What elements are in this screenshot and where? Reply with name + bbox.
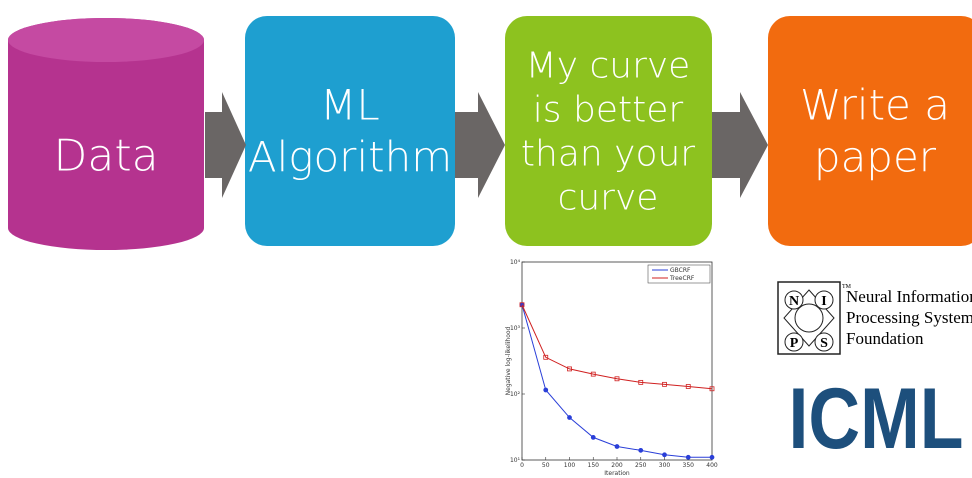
x-tick-label: 150 — [588, 462, 600, 469]
plot-frame — [521, 261, 713, 461]
nips-letter: S — [820, 336, 828, 351]
nips-letter: P — [790, 336, 799, 351]
x-tick-label: 200 — [611, 462, 623, 469]
x-tick-label: 350 — [683, 462, 695, 469]
x-axis-label: Iteration — [604, 470, 630, 477]
point — [543, 387, 549, 393]
cylinder-top — [8, 18, 204, 62]
point — [614, 376, 620, 382]
x-tick-label: 400 — [706, 462, 718, 469]
y-tick-label: 10⁴ — [510, 259, 521, 266]
y-tick-label: 10³ — [510, 325, 521, 332]
x-tick-label: 250 — [635, 462, 647, 469]
nips-letter: N — [789, 294, 799, 309]
step-label: than your — [521, 134, 695, 175]
nips-text: Processing Systems — [846, 308, 972, 327]
y-axis-label: Negative log-likelihood — [505, 326, 512, 395]
y-tick-label: 10² — [510, 391, 521, 398]
nips-letter: I — [821, 294, 826, 309]
x-tick-label: 100 — [564, 462, 576, 469]
x-tick-label: 50 — [542, 462, 550, 469]
algorithm-box — [245, 16, 455, 246]
x-tick-label: 0 — [520, 462, 524, 469]
nips-letter-ring — [814, 290, 834, 310]
point — [685, 384, 691, 389]
y-tick-label: 10¹ — [510, 457, 521, 464]
nips-circle — [794, 303, 824, 333]
icml-logo: ICML — [789, 371, 964, 467]
point — [709, 386, 715, 392]
point — [662, 381, 667, 387]
paper-box — [768, 16, 972, 246]
legend-label: GBCRF — [670, 267, 691, 274]
curve-box — [505, 16, 712, 246]
step-label: Algorithm — [248, 133, 452, 182]
nips-text: Neural Information — [846, 287, 972, 306]
x-tick-label: 300 — [659, 462, 671, 469]
arrow — [455, 92, 505, 198]
point — [709, 454, 715, 460]
step-label: is better — [533, 90, 684, 131]
point — [638, 379, 644, 385]
series-line — [521, 304, 713, 390]
point — [662, 452, 667, 458]
legend-box — [647, 264, 711, 284]
nips-letter-ring — [814, 332, 834, 352]
step-label: curve — [558, 178, 659, 219]
point — [543, 354, 549, 360]
point — [614, 444, 620, 449]
point — [519, 302, 525, 308]
point — [590, 435, 596, 440]
point — [590, 371, 596, 377]
step-label: paper — [814, 133, 937, 182]
step-label: Data — [53, 130, 158, 181]
nips-text: Foundation — [846, 329, 924, 348]
data-cylinder — [8, 18, 204, 250]
legend-label: TreeCRF — [669, 275, 695, 282]
step-label: Write a — [800, 81, 950, 130]
point — [685, 454, 691, 460]
arrow — [712, 92, 768, 198]
step-label: ML — [320, 81, 380, 130]
point — [567, 366, 572, 372]
arrow — [205, 92, 246, 198]
nips-letter-ring — [784, 332, 804, 352]
point — [638, 447, 644, 453]
nips-letter-ring — [784, 290, 804, 310]
step-label: My curve — [526, 46, 691, 87]
point — [567, 415, 572, 420]
nips-tm: TM — [842, 284, 852, 290]
